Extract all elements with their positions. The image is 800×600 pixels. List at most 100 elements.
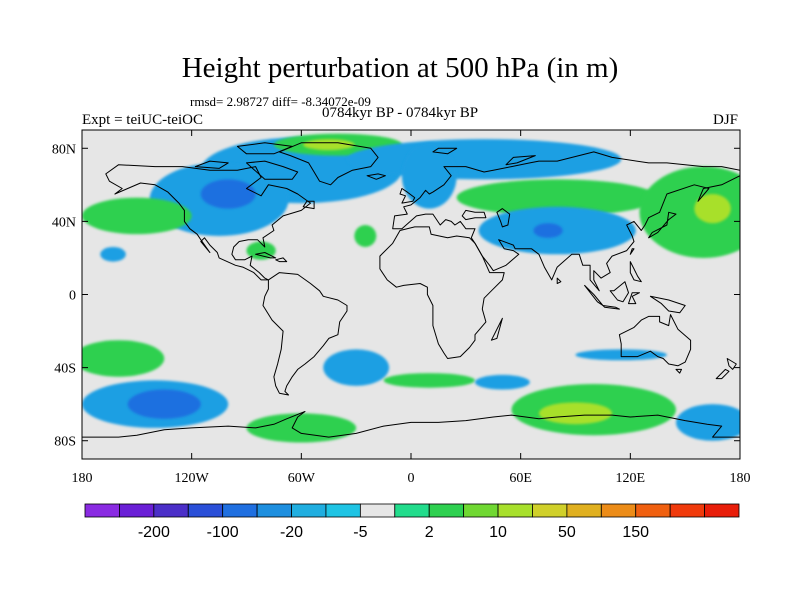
colorbar-label: -20 xyxy=(280,524,303,541)
coastline-iceland xyxy=(366,173,386,180)
x-axis: 180 120W 60W 0 60E 120E 180 xyxy=(72,130,751,486)
colorbar-box xyxy=(669,503,705,518)
colorbar-box xyxy=(566,503,602,518)
anomaly-sindian-lime xyxy=(538,402,613,425)
colorbar-box xyxy=(463,503,499,518)
coastline-antarctica xyxy=(82,411,740,438)
coastline-new-guinea xyxy=(649,295,686,314)
colorbar xyxy=(84,503,740,518)
stats-label: rmsd= 2.98727 diff= -8.34072e-09 xyxy=(190,94,371,109)
colorbar-box xyxy=(256,503,292,518)
coastline-uk xyxy=(399,188,416,204)
coastline-hispaniola xyxy=(275,257,288,263)
anomaly-npac-yellow xyxy=(694,193,731,224)
coastline-north-america xyxy=(105,164,311,281)
colorbar-box xyxy=(153,503,189,518)
x-tick-label: 0 xyxy=(408,471,415,486)
y-tick-label: 0 xyxy=(69,289,76,304)
y-axis: 80N 40N 0 40S 80S xyxy=(52,142,740,450)
x-tick-label: 180 xyxy=(730,471,751,486)
anomaly-arctic-yellow xyxy=(303,139,355,151)
colorbar-label: 2 xyxy=(425,524,434,541)
y-tick-label: 80N xyxy=(52,142,76,157)
colorbar-box xyxy=(359,503,396,518)
colorbar-label: -5 xyxy=(353,524,367,541)
season-label: DJF xyxy=(713,112,739,128)
colorbar-box xyxy=(428,503,465,518)
experiment-label: Expt = teiUC-teiOC xyxy=(82,112,203,128)
colorbar-box xyxy=(291,503,327,518)
coastline-new-zealand-south xyxy=(715,368,730,380)
colorbar-label: 50 xyxy=(558,524,576,541)
y-tick-label: 40S xyxy=(54,362,76,377)
coastline-philippines xyxy=(629,261,642,283)
coastline-taiwan xyxy=(629,248,635,255)
colorbar-box xyxy=(222,503,258,518)
coastline-tasmania xyxy=(675,368,682,374)
chart-title: Height perturbation at 500 hPa (in m) xyxy=(181,52,619,84)
anomaly-southpac-green xyxy=(82,340,165,377)
anomaly-siberia-green xyxy=(456,179,658,216)
coastline-japan xyxy=(648,211,677,239)
anomaly-layer xyxy=(82,133,740,443)
anomaly-drake-green xyxy=(246,413,357,443)
coastline-svalbard xyxy=(432,147,458,155)
coastline-newfoundland xyxy=(302,200,315,210)
coastline-victoria-island xyxy=(194,160,229,169)
coastline-madagascar xyxy=(490,317,503,341)
coastline-south-america xyxy=(262,272,348,396)
anomaly-npac-green xyxy=(639,166,740,258)
colorbar-label: 10 xyxy=(489,524,507,541)
anomaly-hawaii-blue xyxy=(100,246,126,262)
y-tick-label: 80S xyxy=(54,435,76,450)
colorbar-box xyxy=(600,503,637,518)
colorbar-labels: -200 -100 -20 -5 2 10 50 150 xyxy=(138,524,649,541)
coastline-borneo xyxy=(609,281,629,303)
coastline-sulawesi xyxy=(628,292,640,305)
colorbar-box xyxy=(119,503,155,518)
anomaly-asia-core xyxy=(533,223,563,238)
coastline-novaya-zemlya xyxy=(505,155,536,166)
x-tick-label: 60W xyxy=(288,471,316,486)
coastline-africa xyxy=(379,226,505,359)
coastline-australia xyxy=(618,314,692,367)
colorbar-box xyxy=(325,503,361,518)
colorbar-box xyxy=(532,503,568,518)
coastline-caspian xyxy=(496,208,511,228)
anomaly-caribbean-green xyxy=(246,241,276,260)
anomaly-satlantic-blue xyxy=(323,349,390,386)
colorbar-box xyxy=(187,503,224,518)
colorbar-label: 150 xyxy=(622,524,649,541)
x-tick-label: 120W xyxy=(175,471,210,486)
coastline-ellesmere xyxy=(236,142,293,155)
anomaly-pacific-green xyxy=(82,197,192,235)
coastline-cuba xyxy=(255,252,277,259)
anomaly-canada-core xyxy=(200,179,256,209)
anomaly-indian-blue xyxy=(474,374,530,390)
anomaly-indian-green xyxy=(383,373,475,388)
y-tick-label: 40N xyxy=(52,215,76,230)
colorbar-box xyxy=(394,503,430,518)
colorbar-box xyxy=(84,503,120,518)
coastline-sri-lanka xyxy=(556,277,562,284)
coastline-new-zealand-north xyxy=(726,358,737,370)
anomaly-tasman-blue xyxy=(676,404,740,441)
x-tick-label: 60E xyxy=(509,471,532,486)
anomaly-eurasia-blue xyxy=(347,139,622,180)
coastline-eurasia xyxy=(392,151,740,292)
anomaly-scandinavia-blue xyxy=(401,142,457,209)
coastline-black-sea xyxy=(461,209,487,221)
colorbar-label: -100 xyxy=(207,524,239,541)
period-label: 0784kyr BP - 0784kyr BP xyxy=(322,105,479,121)
coastline-java xyxy=(602,305,620,310)
coastline-layer xyxy=(82,142,740,438)
colorbar-box xyxy=(497,503,533,518)
x-tick-label: 120E xyxy=(616,471,646,486)
colorbar-label: -200 xyxy=(138,524,170,541)
colorbar-box xyxy=(704,503,740,518)
anomaly-atlantic-green xyxy=(354,225,377,247)
coastline-greenland xyxy=(278,142,379,186)
anomaly-southpac-core xyxy=(127,389,201,419)
colorbar-box xyxy=(635,503,671,518)
